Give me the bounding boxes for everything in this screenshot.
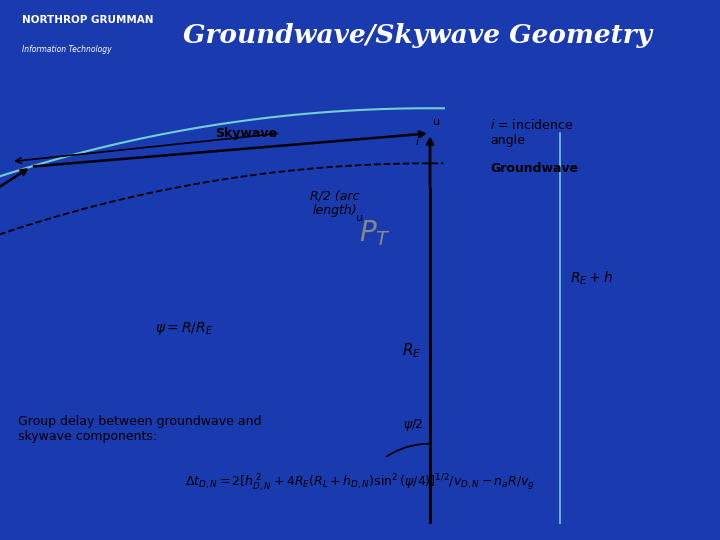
Text: $\psi = R / R_E$: $\psi = R / R_E$ <box>155 320 213 337</box>
Text: NORTHROP GRUMMAN: NORTHROP GRUMMAN <box>22 15 153 25</box>
Text: Groundwave/Skywave Geometry: Groundwave/Skywave Geometry <box>183 23 652 48</box>
Text: Skywave: Skywave <box>215 127 277 140</box>
Text: Information Technology: Information Technology <box>22 45 111 53</box>
Text: u: u <box>356 213 364 224</box>
Text: Groundwave: Groundwave <box>490 162 578 175</box>
Text: $\psi/2$: $\psi/2$ <box>402 417 423 433</box>
Text: $R_E$: $R_E$ <box>402 342 422 360</box>
Text: $R_E + h$: $R_E + h$ <box>570 270 613 287</box>
Text: R/2 (arc
length): R/2 (arc length) <box>310 190 360 218</box>
Text: $i$: $i$ <box>415 136 420 147</box>
Text: $i$ = incidence
angle: $i$ = incidence angle <box>490 118 573 147</box>
Text: Group delay between groundwave and
skywave components:: Group delay between groundwave and skywa… <box>18 415 261 443</box>
Text: $\Delta t_{D,N} = 2[h_{D,N}^{\,2} + 4R_E(R_L + h_{D,N})\sin^2(\psi/4)]^{1/2}/v_{: $\Delta t_{D,N} = 2[h_{D,N}^{\,2} + 4R_E… <box>185 473 535 495</box>
Text: u: u <box>433 117 440 127</box>
Text: $P_T$: $P_T$ <box>359 219 391 248</box>
